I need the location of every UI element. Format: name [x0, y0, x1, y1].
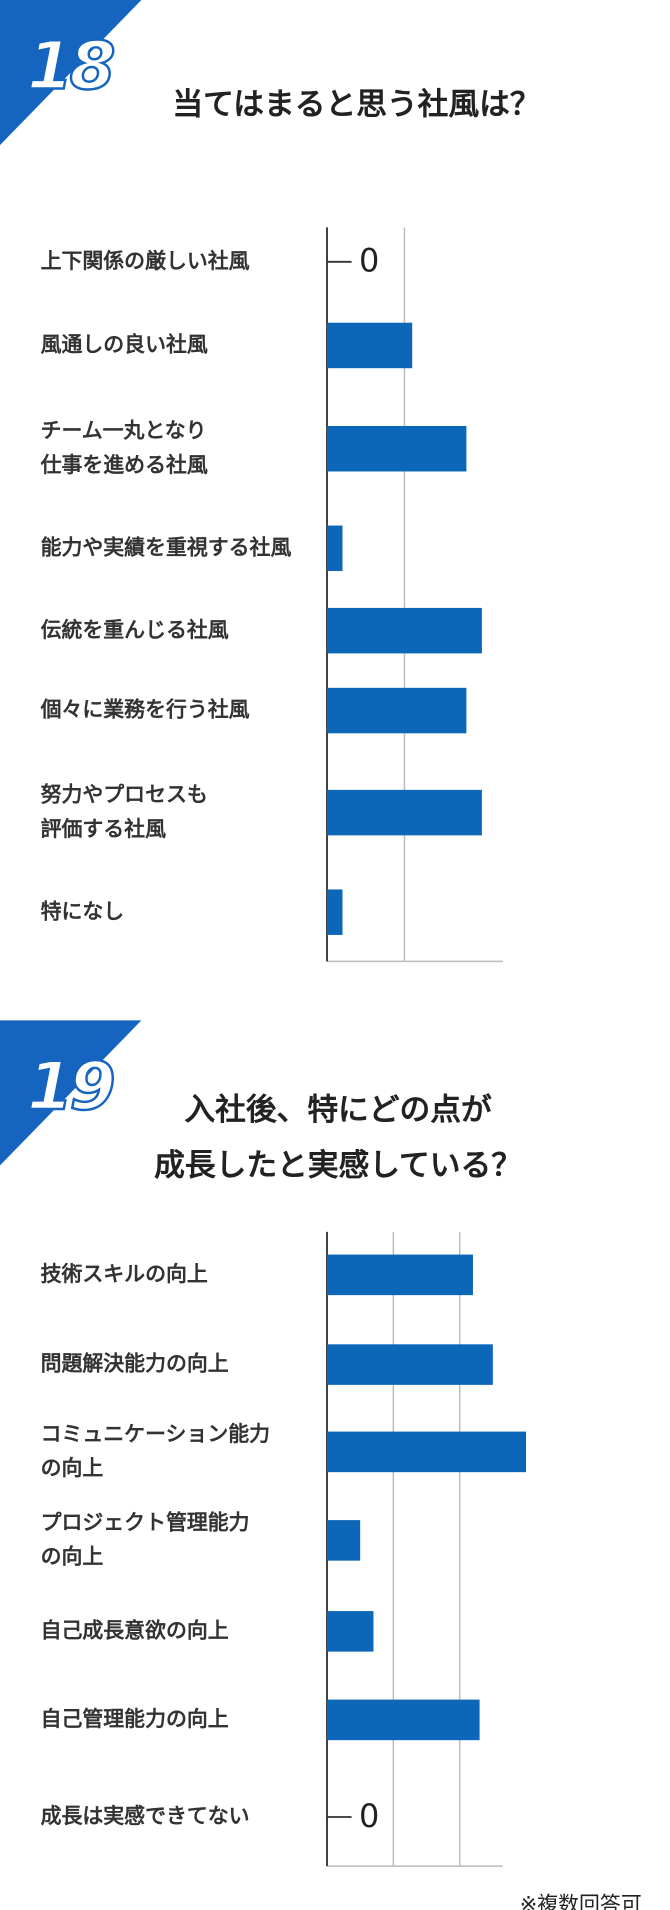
bar [327, 889, 343, 935]
bar [327, 425, 467, 472]
category-label: 自己成長意欲の向上 [40, 1619, 229, 1644]
category-label: 問題解決能力の向上 [40, 1352, 229, 1377]
bar [327, 1431, 527, 1473]
badge-number: 18 [26, 26, 117, 106]
bar [327, 1254, 473, 1296]
category-label: 上下関係の厳しい社風 [40, 249, 250, 275]
section-title: 当てはまると思う社風は？ [172, 86, 541, 122]
category-label: 努力やプロセスも 評価する社風 [40, 783, 208, 843]
category-label: 成長は実感できてない [40, 1804, 250, 1830]
bar [327, 687, 467, 734]
category-label: 伝統を重んじる社風 [40, 618, 229, 643]
bar [327, 1520, 361, 1561]
category-label: 特になし [40, 899, 125, 925]
footnote: ※複数回答可 [519, 1893, 642, 1910]
bar [327, 607, 482, 654]
value-label: 0 [358, 1798, 380, 1836]
badge-triangle [0, 0, 142, 146]
category-label: 個々に業務を行う社風 [40, 698, 250, 723]
category-label: コミュニケーション能力 の向上 [40, 1422, 271, 1482]
bar [327, 322, 413, 369]
category-label: 能力や実績を重視する社風 [40, 536, 292, 561]
bar [327, 1611, 374, 1652]
category-label: プロジェクト管理能力 の向上 [40, 1510, 250, 1570]
bar [327, 1344, 493, 1385]
category-label: チーム一丸となり 仕事を進める社風 [40, 419, 208, 479]
bar [327, 1699, 480, 1741]
category-label: 風通しの良い社風 [40, 333, 208, 358]
bar [327, 789, 482, 836]
category-label: 技術スキルの向上 [40, 1262, 208, 1288]
category-label: 自己管理能力の向上 [40, 1707, 229, 1733]
badge-number: 19 [26, 1046, 117, 1126]
value-label: 0 [358, 243, 380, 281]
section-title: 入社後、特にどの点が 成長したと実感している？ [154, 1091, 523, 1183]
bar [327, 525, 343, 572]
